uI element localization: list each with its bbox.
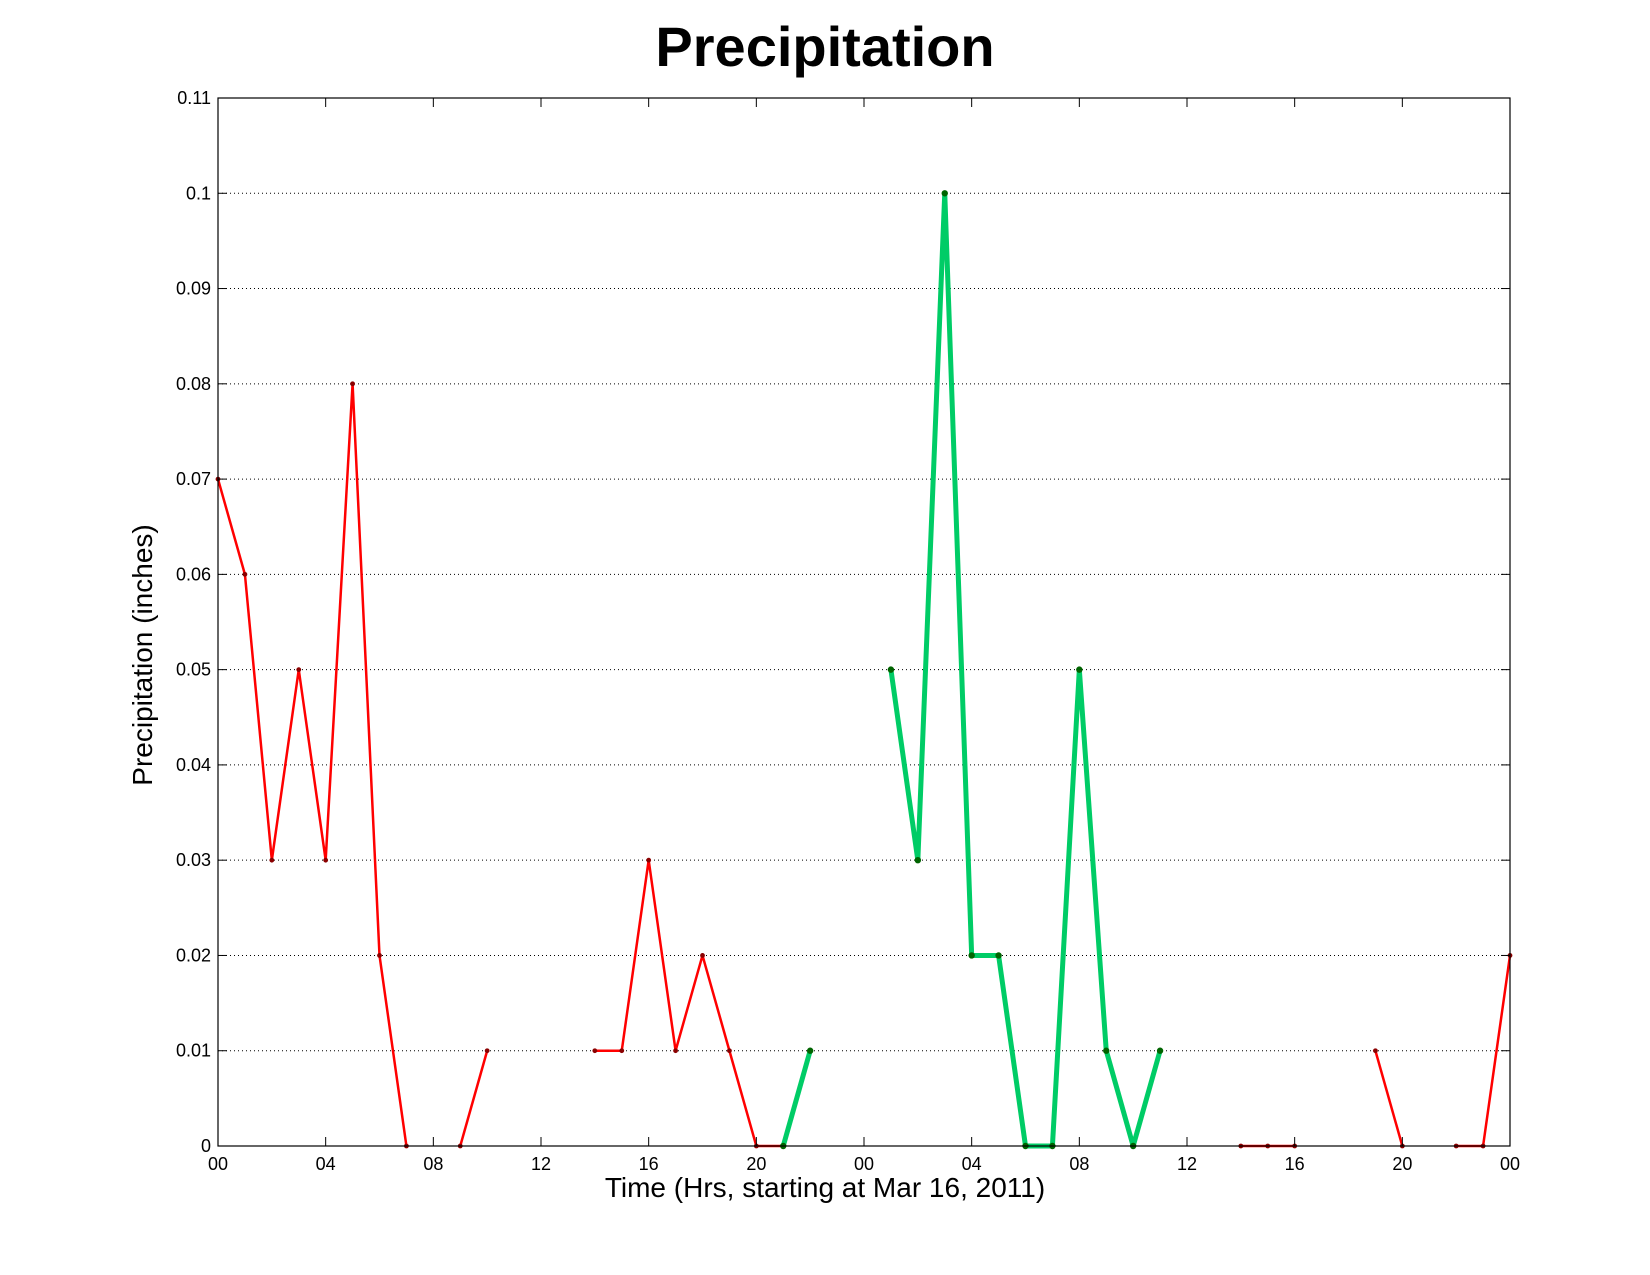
y-tick-label: 0.02: [176, 945, 211, 965]
x-tick-label: 12: [531, 1154, 551, 1174]
x-tick-label: 00: [1500, 1154, 1520, 1174]
x-tick-label: 12: [1177, 1154, 1197, 1174]
data-point: [941, 190, 948, 197]
data-point: [806, 1047, 814, 1054]
x-tick-label: 16: [1285, 1154, 1305, 1174]
data-point: [995, 952, 1002, 959]
x-tick-label: 20: [746, 1154, 766, 1174]
data-point: [350, 381, 355, 387]
chart-title: Precipitation: [655, 15, 995, 78]
y-tick-label: 0.08: [176, 374, 211, 394]
data-point: [968, 952, 975, 959]
series-line-1: [216, 382, 408, 1147]
data-point: [914, 856, 922, 864]
x-tick-label: 16: [639, 1154, 659, 1174]
data-point: [1103, 1047, 1110, 1054]
series-line-3: [594, 858, 784, 1148]
x-tick-label: 00: [208, 1154, 228, 1174]
y-tick-label: 0.07: [176, 469, 211, 489]
data-point: [1373, 1048, 1378, 1054]
x-tick-label: 08: [1069, 1154, 1089, 1174]
x-tick-label: 00: [854, 1154, 874, 1174]
data-point: [887, 666, 895, 673]
y-tick-label: 0.11: [177, 88, 211, 108]
y-tick-label: 0.03: [176, 850, 211, 870]
y-tick-label: 0.01: [176, 1041, 211, 1061]
plot-area-frame: [217, 97, 1511, 1147]
y-tick-label: 0.06: [176, 564, 211, 584]
y-tick-label: 0.09: [176, 279, 211, 299]
tick-layer: 0 0.01 0.02 0.03 0.04 0.05 0.06 0.07 0.08 0.09 0.1…: [176, 88, 1520, 1174]
x-tick-label: 20: [1392, 1154, 1412, 1174]
y-tick-label: 0.04: [176, 755, 211, 775]
y-tick-label: 0.05: [176, 660, 211, 680]
data-point: [484, 1048, 490, 1054]
series-line-4: [780, 1050, 813, 1147]
data-point: [377, 953, 382, 958]
y-tick-label: 0: [201, 1136, 211, 1156]
data-point: [323, 857, 329, 863]
data-point: [673, 1048, 678, 1054]
series-line-2: [459, 1050, 489, 1147]
data-point: [619, 1048, 625, 1054]
x-tick-label: 08: [423, 1154, 443, 1174]
data-point: [242, 571, 248, 577]
grid-layer: [218, 192, 1510, 1052]
data-point: [1076, 666, 1083, 673]
x-tick-label: 04: [316, 1154, 336, 1174]
data-point: [592, 1048, 598, 1054]
data-point: [727, 1048, 732, 1054]
data-point: [700, 953, 705, 958]
data-point: [296, 667, 302, 673]
data-point: [269, 857, 275, 863]
data-point: [646, 857, 652, 863]
series-line-5: [888, 190, 1163, 1149]
series-line-7: [1374, 1050, 1404, 1147]
data-point: [1156, 1047, 1164, 1054]
y-tick-label: 0.1: [186, 183, 211, 203]
x-tick-label: 04: [962, 1154, 982, 1174]
x-axis-label: Time (Hrs, starting at Mar 16, 2011): [604, 1172, 1046, 1203]
